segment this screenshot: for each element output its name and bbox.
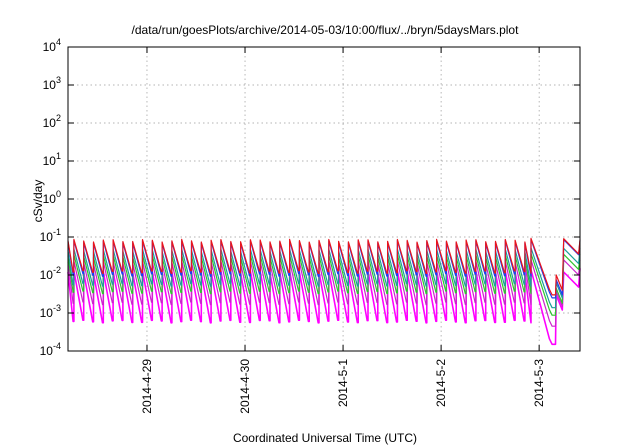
axes: 10-4 10-3 10-2 10-1 100 101 102 103 104 2014-4-29… bbox=[40, 37, 581, 414]
y-tick-label: 100 bbox=[43, 189, 61, 206]
y-axis-label: cSv/day bbox=[31, 180, 45, 223]
x-axis-label: Coordinated Universal Time (UTC) bbox=[233, 431, 417, 445]
x-tick-label: 2014-5-1 bbox=[336, 359, 350, 407]
x-tick-label: 2014-5-2 bbox=[434, 359, 448, 407]
x-tick-label: 2014-5-3 bbox=[532, 359, 546, 407]
y-tick-label: 10-3 bbox=[40, 303, 61, 320]
y-tick-label: 103 bbox=[43, 75, 61, 92]
x-tick-label: 2014-4-30 bbox=[238, 359, 252, 414]
grid-lines bbox=[68, 47, 580, 351]
y-tick-label: 10-2 bbox=[40, 265, 61, 282]
series-lines bbox=[67, 237, 581, 346]
y-tick-label: 104 bbox=[43, 37, 61, 54]
plot-frame bbox=[67, 46, 581, 352]
y-tick-label: 10-1 bbox=[40, 227, 61, 244]
y-tick-label: 101 bbox=[43, 151, 61, 168]
chart-title: /data/run/goesPlots/archive/2014-05-03/1… bbox=[132, 23, 520, 37]
y-tick-label: 102 bbox=[43, 113, 61, 130]
series-line bbox=[67, 237, 581, 296]
y-tick-label: 10-4 bbox=[40, 341, 61, 358]
x-tick-label: 2014-4-29 bbox=[140, 359, 154, 414]
